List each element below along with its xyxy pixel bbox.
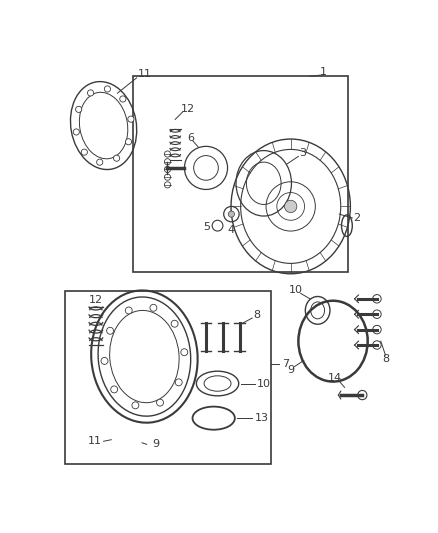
Circle shape: [171, 320, 178, 327]
Text: 8: 8: [382, 354, 389, 364]
Text: 5: 5: [203, 222, 210, 232]
Text: 9: 9: [287, 366, 294, 375]
Text: 10: 10: [289, 285, 303, 295]
Text: 12: 12: [89, 295, 103, 305]
Circle shape: [120, 96, 126, 102]
Text: 11: 11: [138, 69, 152, 79]
Text: 12: 12: [181, 103, 195, 114]
Circle shape: [156, 399, 163, 406]
Text: 13: 13: [255, 413, 269, 423]
Circle shape: [104, 86, 110, 92]
Circle shape: [128, 116, 134, 122]
Circle shape: [97, 159, 103, 165]
Circle shape: [81, 149, 88, 155]
Circle shape: [125, 139, 131, 145]
Bar: [65, 291, 272, 464]
Circle shape: [175, 379, 182, 386]
Text: 8: 8: [253, 310, 260, 320]
Text: 6: 6: [187, 133, 194, 143]
Circle shape: [88, 90, 94, 96]
Circle shape: [150, 304, 157, 311]
Circle shape: [73, 129, 79, 135]
Circle shape: [111, 386, 118, 393]
Circle shape: [285, 200, 297, 213]
Text: 1: 1: [320, 67, 327, 77]
Circle shape: [181, 349, 188, 356]
Circle shape: [132, 402, 139, 409]
Circle shape: [101, 358, 108, 365]
Circle shape: [113, 155, 120, 161]
Circle shape: [125, 307, 132, 314]
Text: 9: 9: [152, 439, 159, 449]
Circle shape: [106, 327, 113, 334]
Text: 4: 4: [228, 224, 235, 235]
Text: 14: 14: [328, 373, 343, 383]
Text: 7: 7: [282, 359, 289, 369]
Circle shape: [76, 106, 82, 112]
Text: 10: 10: [257, 378, 271, 389]
Text: 11: 11: [87, 436, 101, 446]
Circle shape: [228, 211, 234, 217]
Text: 3: 3: [299, 148, 306, 158]
Text: 2: 2: [353, 213, 360, 223]
